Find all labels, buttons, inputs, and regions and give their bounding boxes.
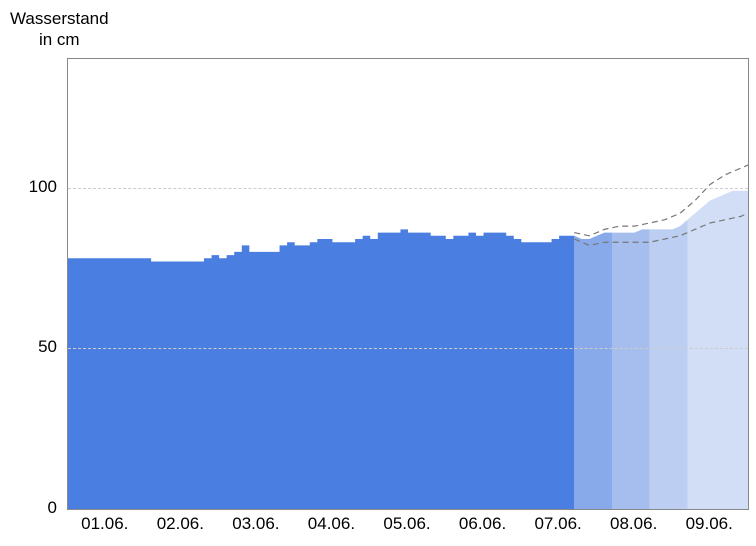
plot-area <box>67 58 749 510</box>
y-tick-label: 100 <box>0 177 57 197</box>
gridline <box>68 509 748 510</box>
forecast-band-3 <box>688 191 748 509</box>
measured-area <box>68 229 574 509</box>
water-level-chart: Wasserstand in cm 0 50 100 01.06. 02.06. 03.0… <box>0 0 756 546</box>
x-tick-label: 08.06. <box>610 514 657 534</box>
y-tick-label: 0 <box>0 498 57 518</box>
x-tick-label: 01.06. <box>81 514 128 534</box>
forecast-band-0 <box>574 233 612 509</box>
y-tick-label: 50 <box>0 337 57 357</box>
x-tick-label: 05.06. <box>383 514 430 534</box>
y-axis-title: Wasserstand in cm <box>10 8 109 51</box>
gridline <box>68 348 748 349</box>
gridline <box>68 188 748 189</box>
y-axis-title-line1: Wasserstand <box>10 8 109 29</box>
x-tick-label: 02.06. <box>157 514 204 534</box>
forecast-band-1 <box>612 229 650 509</box>
x-tick-label: 07.06. <box>534 514 581 534</box>
chart-svg <box>68 59 748 509</box>
x-tick-label: 06.06. <box>459 514 506 534</box>
forecast-band-2 <box>650 220 688 509</box>
x-tick-label: 09.06. <box>686 514 733 534</box>
x-tick-label: 03.06. <box>232 514 279 534</box>
y-axis-title-line2: in cm <box>10 29 109 50</box>
x-tick-label: 04.06. <box>308 514 355 534</box>
